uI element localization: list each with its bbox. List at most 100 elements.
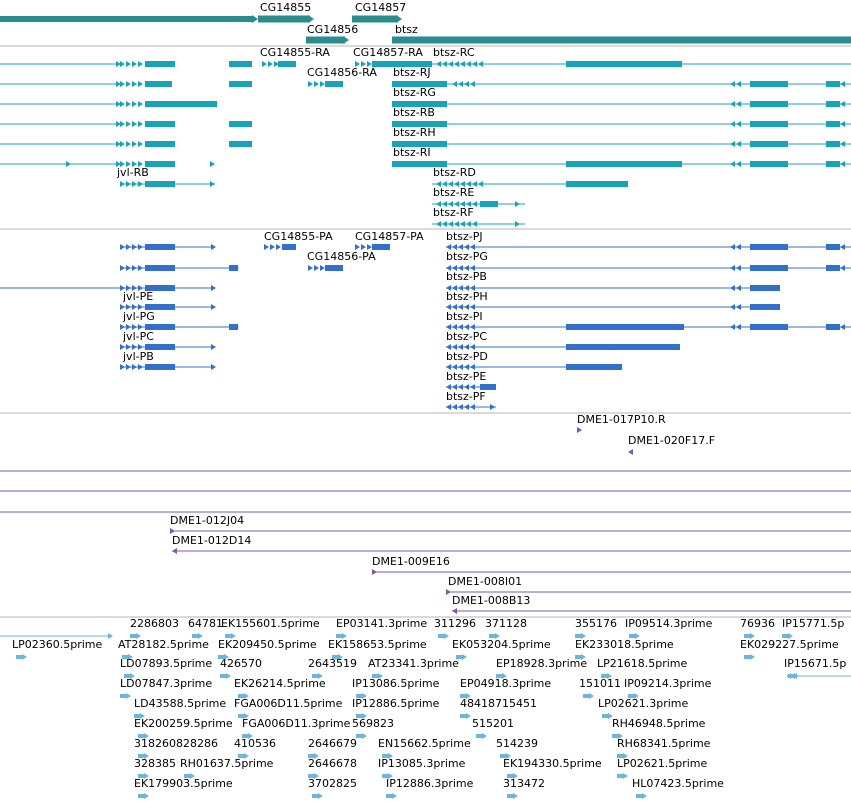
transcript-label[interactable]: CG14857-RA bbox=[353, 46, 423, 59]
transcript-label[interactable]: btsz-RE bbox=[433, 186, 475, 199]
transcript-label[interactable]: jvl-RB bbox=[117, 166, 149, 179]
est-label[interactable]: IP09214.3prime bbox=[624, 677, 712, 690]
protein-label[interactable]: jvl-PE bbox=[123, 290, 154, 303]
protein-label[interactable]: btsz-PD bbox=[446, 350, 488, 363]
est-label[interactable]: EK233018.5prime bbox=[575, 638, 674, 651]
est-label[interactable]: LD07893.5prime bbox=[120, 657, 213, 670]
est-label[interactable]: AT23341.3prime bbox=[368, 657, 459, 670]
gene-label[interactable]: btsz bbox=[395, 23, 418, 36]
transcript-label[interactable]: btsz-RH bbox=[393, 126, 436, 139]
protein-label[interactable]: CG14856-PA bbox=[307, 250, 376, 263]
est-label[interactable]: EP04918.3prime bbox=[460, 677, 552, 690]
protein-label[interactable]: CG14857-PA bbox=[355, 230, 424, 243]
est-label[interactable]: 311296 bbox=[434, 617, 476, 630]
est-label[interactable]: 64781 bbox=[188, 617, 223, 630]
est-label[interactable]: EK158653.5prime bbox=[328, 638, 427, 651]
est-label[interactable]: 426570 bbox=[220, 657, 262, 670]
est-label[interactable]: 328385 bbox=[134, 757, 176, 770]
est-label[interactable]: 2646678 bbox=[308, 757, 357, 770]
transcript-label[interactable]: btsz-RB bbox=[393, 106, 435, 119]
est-label[interactable]: FGA006D11.5prime bbox=[234, 697, 343, 710]
strand-chevron bbox=[460, 221, 465, 227]
est-label[interactable]: EK029227.5prime bbox=[740, 638, 839, 651]
est-label[interactable]: 313472 bbox=[503, 777, 545, 790]
protein-label[interactable]: btsz-PH bbox=[446, 290, 488, 303]
est-label[interactable]: EP03141.3prime bbox=[336, 617, 428, 630]
clone-label[interactable]: DME1-009E16 bbox=[372, 555, 450, 568]
est-label[interactable]: LP02360.5prime bbox=[12, 638, 103, 651]
est-label[interactable]: IP15671.5p bbox=[784, 657, 847, 670]
est-label[interactable]: EK26214.5prime bbox=[234, 677, 326, 690]
est-label[interactable]: EK053204.5prime bbox=[452, 638, 551, 651]
protein-label[interactable]: btsz-PB bbox=[446, 270, 487, 283]
est-label[interactable]: IP13085.3prime bbox=[378, 757, 466, 770]
est-label[interactable]: 48418715451 bbox=[460, 697, 537, 710]
est-label[interactable]: 514239 bbox=[496, 737, 538, 750]
transcript-label[interactable]: CG14855-RA bbox=[260, 46, 330, 59]
clone-label[interactable]: DME1-008B13 bbox=[452, 594, 531, 607]
est-label[interactable]: 410536 bbox=[234, 737, 276, 750]
protein-label[interactable]: btsz-PE bbox=[446, 370, 487, 383]
est-label[interactable]: 569823 bbox=[352, 717, 394, 730]
protein-label[interactable]: jvl-PC bbox=[123, 330, 154, 343]
clone-label[interactable]: DME1-017P10.R bbox=[577, 413, 666, 426]
est-label[interactable]: IP15771.5p bbox=[782, 617, 845, 630]
transcript-label[interactable]: btsz-RI bbox=[393, 146, 431, 159]
transcript-label[interactable]: btsz-RF bbox=[433, 206, 474, 219]
est-label[interactable]: EK200259.5prime bbox=[134, 717, 233, 730]
protein-label[interactable]: CG14855-PA bbox=[264, 230, 333, 243]
clone-label[interactable]: DME1-008I01 bbox=[448, 575, 523, 588]
est-label[interactable]: EK209450.5prime bbox=[218, 638, 317, 651]
est-label[interactable]: EK179903.5prime bbox=[134, 777, 233, 790]
est-label[interactable]: EK194330.5prime bbox=[503, 757, 602, 770]
est-label[interactable]: LP21618.5prime bbox=[597, 657, 688, 670]
est-label[interactable]: 2643519 bbox=[308, 657, 357, 670]
est-label[interactable]: 3702825 bbox=[308, 777, 357, 790]
est-label[interactable]: EK155601.5prime bbox=[221, 617, 320, 630]
gene-label[interactable]: CG14856 bbox=[307, 23, 359, 36]
est-arrow bbox=[607, 673, 612, 679]
protein-label[interactable]: btsz-PC bbox=[446, 330, 488, 343]
protein-label[interactable]: jvl-PG bbox=[123, 310, 155, 323]
protein-label[interactable]: btsz-PJ bbox=[446, 230, 483, 243]
est-label[interactable]: RH46948.5prime bbox=[612, 717, 706, 730]
transcript-label[interactable]: CG14856-RA bbox=[307, 66, 377, 79]
est-label[interactable]: 515201 bbox=[472, 717, 514, 730]
est-label[interactable]: 318260828286 bbox=[134, 737, 218, 750]
est-label[interactable]: 371128 bbox=[485, 617, 527, 630]
est-block bbox=[507, 794, 513, 798]
est-label[interactable]: IP12886.3prime bbox=[386, 777, 474, 790]
protein-label[interactable]: btsz-PF bbox=[446, 390, 486, 403]
protein-label[interactable]: btsz-PG bbox=[446, 250, 488, 263]
est-label[interactable]: LD43588.5prime bbox=[134, 697, 227, 710]
est-label[interactable]: IP09514.3prime bbox=[625, 617, 713, 630]
est-label[interactable]: IP13086.5prime bbox=[352, 677, 440, 690]
est-label[interactable]: RH01637.5prime bbox=[180, 757, 274, 770]
est-label[interactable]: 2286803 bbox=[130, 617, 179, 630]
clone-label[interactable]: DME1-012D14 bbox=[172, 534, 252, 547]
gene-label[interactable]: CG14855 bbox=[260, 1, 312, 14]
est-label[interactable]: AT28182.5prime bbox=[118, 638, 209, 651]
est-label[interactable]: 355176 bbox=[575, 617, 617, 630]
transcript-label[interactable]: btsz-RG bbox=[393, 86, 436, 99]
protein-label[interactable]: btsz-PI bbox=[446, 310, 483, 323]
est-label[interactable]: LP02621.5prime bbox=[617, 757, 708, 770]
est-label[interactable]: 2646679 bbox=[308, 737, 357, 750]
transcript-label[interactable]: btsz-RD bbox=[433, 166, 476, 179]
transcript-label[interactable]: btsz-RC bbox=[433, 46, 475, 59]
est-label[interactable]: IP12886.5prime bbox=[352, 697, 440, 710]
clone-label[interactable]: DME1-020F17.F bbox=[628, 434, 716, 447]
est-label[interactable]: EP18928.3prime bbox=[496, 657, 588, 670]
est-label[interactable]: RH68341.5prime bbox=[617, 737, 711, 750]
gene-label[interactable]: CG14857 bbox=[355, 1, 407, 14]
clone-label[interactable]: DME1-012J04 bbox=[170, 514, 245, 527]
est-label[interactable]: 76936 bbox=[740, 617, 775, 630]
est-label[interactable]: 151011 bbox=[579, 677, 621, 690]
est-label[interactable]: FGA006D11.3prime bbox=[242, 717, 351, 730]
transcript-label[interactable]: btsz-RJ bbox=[393, 66, 431, 79]
est-label[interactable]: LD07847.3prime bbox=[120, 677, 213, 690]
est-label[interactable]: LP02621.3prime bbox=[598, 697, 689, 710]
est-label[interactable]: HL07423.5prime bbox=[632, 777, 724, 790]
protein-label[interactable]: jvl-PB bbox=[123, 350, 154, 363]
est-label[interactable]: EN15662.5prime bbox=[378, 737, 471, 750]
